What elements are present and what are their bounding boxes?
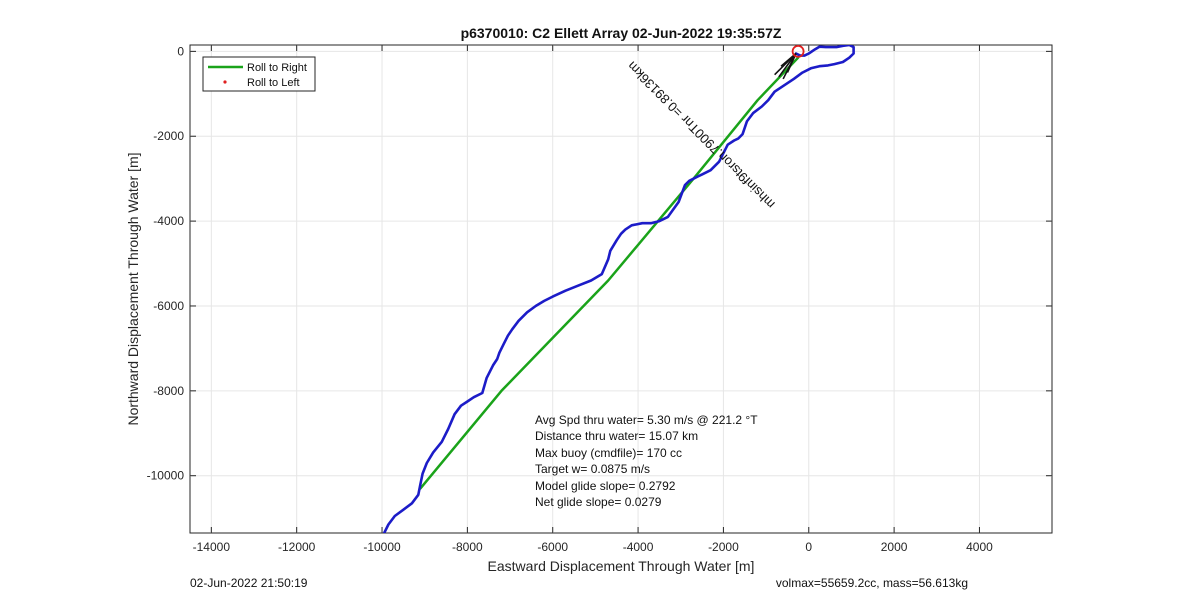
legend-label-roll-left: Roll to Left <box>247 77 300 89</box>
stat-net-glide-slope: Net glide slope= 0.0279 <box>535 495 662 510</box>
x-axis-label: Eastward Displacement Through Water [m] <box>488 558 755 574</box>
footer-vol-mass: volmax=55659.2cc, mass=56.613kg <box>775 576 968 590</box>
series-roll-right-line <box>419 56 800 490</box>
x-tick-label: 4000 <box>966 540 993 554</box>
y-tick-label: -10000 <box>147 469 185 483</box>
series-layer <box>382 45 855 533</box>
x-tick-label: -8000 <box>452 540 483 554</box>
stat-max-buoy: Max buoy (cmdfile)= 170 cc <box>535 445 683 460</box>
stat-model-glide-slope: Model glide slope= 0.2792 <box>535 478 676 493</box>
y-tick-label: 0 <box>177 44 184 58</box>
x-tick-label: -12000 <box>278 540 316 554</box>
x-tick-label: -4000 <box>623 540 654 554</box>
footer-timestamp: 02-Jun-2022 21:50:19 <box>190 576 308 590</box>
legend-label-roll-right: Roll to Right <box>247 62 307 74</box>
axis-ticks: -14000 -12000 -10000 -8000 -6000 -4000 -2000 0 2… <box>147 44 1052 554</box>
x-tick-label: 0 <box>805 540 812 554</box>
stats-annotation: Avg Spd thru water= 5.30 m/s @ 221.2 °T … <box>535 412 758 510</box>
x-tick-label: -14000 <box>193 540 231 554</box>
y-tick-label: -4000 <box>153 214 184 228</box>
y-tick-label: -2000 <box>153 129 184 143</box>
legend: Roll to Right Roll to Left <box>202 56 316 92</box>
x-tick-label: -10000 <box>363 540 401 554</box>
y-tick-label: -6000 <box>153 299 184 313</box>
x-tick-label: 2000 <box>881 540 908 554</box>
legend-box <box>202 56 316 92</box>
chart-title: p6370010: C2 Ellett Array 02-Jun-2022 19… <box>461 25 782 41</box>
stat-target-w: Target w= 0.0875 m/s <box>535 462 651 477</box>
stat-avg-speed: Avg Spd thru water= 5.30 m/s @ 221.2 °T <box>535 413 758 427</box>
plot-area <box>189 44 1053 534</box>
stat-distance: Distance thru water= 15.07 km <box>535 429 699 444</box>
y-axis-label: Northward Displacement Through Water [m] <box>125 152 141 425</box>
start-marker <box>791 44 805 58</box>
x-tick-label: -2000 <box>708 540 739 554</box>
x-tick-label: -6000 <box>537 540 568 554</box>
y-tick-label: -8000 <box>153 384 184 398</box>
grid <box>190 45 1052 533</box>
legend-marker-roll-left <box>223 80 227 84</box>
series-track-line <box>382 45 855 533</box>
